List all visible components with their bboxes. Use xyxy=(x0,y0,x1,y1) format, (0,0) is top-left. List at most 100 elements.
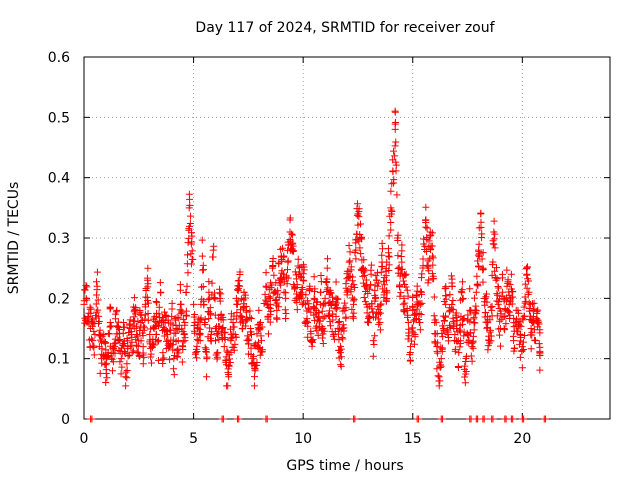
data-point-cluster xyxy=(337,342,345,350)
data-point-cluster xyxy=(181,334,189,342)
data-point xyxy=(111,343,119,351)
data-point-cluster xyxy=(116,336,124,344)
data-point xyxy=(407,343,415,351)
data-point-cluster xyxy=(339,321,347,329)
y-tick-label: 0.5 xyxy=(48,110,70,126)
data-point-cluster xyxy=(385,232,393,240)
data-point-cluster xyxy=(294,262,302,270)
data-point-cluster xyxy=(442,284,450,292)
data-point-cluster xyxy=(449,297,457,305)
data-point xyxy=(350,300,358,308)
data-point xyxy=(273,306,281,314)
data-point-cluster xyxy=(310,273,318,281)
data-point-cluster xyxy=(333,299,341,307)
data-point xyxy=(435,373,443,381)
data-point-cluster xyxy=(102,369,110,377)
data-point-cluster xyxy=(284,241,292,249)
data-point-cluster xyxy=(123,337,131,345)
data-point-cluster xyxy=(307,308,315,316)
data-point-cluster xyxy=(536,343,544,351)
data-point-cluster xyxy=(418,299,426,307)
data-point-cluster xyxy=(261,290,269,298)
data-point-cluster xyxy=(319,314,327,322)
data-point-cluster xyxy=(516,337,524,345)
data-point-cluster xyxy=(405,325,413,333)
data-point-zero xyxy=(351,415,359,423)
data-point-cluster xyxy=(302,291,310,299)
data-point xyxy=(356,234,364,242)
data-point-cluster xyxy=(124,352,132,360)
data-point-cluster xyxy=(205,278,213,286)
data-point-cluster xyxy=(490,217,498,225)
data-point-cluster xyxy=(469,344,477,352)
data-point-cluster xyxy=(129,347,137,355)
data-point-cluster xyxy=(456,339,464,347)
data-point-cluster xyxy=(481,309,489,317)
data-point-cluster xyxy=(242,322,250,330)
data-point-cluster xyxy=(334,330,342,338)
data-point-cluster xyxy=(452,314,460,322)
data-point xyxy=(507,270,515,278)
data-point xyxy=(288,246,296,254)
data-point-zero xyxy=(509,415,517,423)
data-point-cluster xyxy=(425,276,433,284)
data-point-cluster xyxy=(92,300,100,308)
data-point-cluster xyxy=(177,310,185,318)
data-point xyxy=(437,355,445,363)
data-point-cluster xyxy=(348,294,356,302)
data-point-zero xyxy=(263,415,271,423)
data-point-cluster xyxy=(116,358,124,366)
data-point-cluster xyxy=(466,285,474,293)
data-point-cluster xyxy=(353,200,361,208)
data-point-cluster xyxy=(324,255,332,263)
data-point-cluster xyxy=(219,323,227,331)
data-point-cluster xyxy=(160,308,168,316)
data-point-cluster xyxy=(175,349,183,357)
data-point-cluster xyxy=(425,267,433,275)
data-point-cluster xyxy=(175,314,183,322)
data-point-cluster xyxy=(409,329,417,337)
data-point-cluster xyxy=(190,321,198,329)
data-point-cluster xyxy=(83,283,91,291)
data-point-cluster xyxy=(223,347,231,355)
data-point-cluster xyxy=(385,253,393,261)
data-point-cluster xyxy=(491,244,499,252)
data-point-cluster xyxy=(423,224,431,232)
data-point-cluster xyxy=(477,223,485,231)
data-point-cluster xyxy=(483,324,491,332)
data-point-cluster xyxy=(421,242,429,250)
data-point-cluster xyxy=(494,284,502,292)
data-point-cluster xyxy=(279,244,287,252)
data-point xyxy=(422,216,430,224)
x-axis-title: GPS time / hours xyxy=(286,458,403,474)
data-point-cluster xyxy=(262,269,270,277)
data-point-cluster xyxy=(418,270,426,278)
data-point-cluster xyxy=(458,289,466,297)
data-point-cluster xyxy=(118,363,126,371)
data-point xyxy=(310,294,318,302)
data-point-cluster xyxy=(388,208,396,216)
data-point-cluster xyxy=(504,276,512,284)
data-point-zero xyxy=(480,415,488,423)
data-point-cluster xyxy=(344,287,352,295)
data-point-cluster xyxy=(187,212,195,220)
data-point-cluster xyxy=(469,338,477,346)
data-point-cluster xyxy=(122,368,130,376)
data-point-cluster xyxy=(533,309,541,317)
y-tick-label: 0.3 xyxy=(48,231,70,247)
data-point-cluster xyxy=(416,319,424,327)
data-point-cluster xyxy=(282,310,290,318)
data-point-cluster xyxy=(109,358,117,366)
data-point-cluster xyxy=(436,377,444,385)
data-point-cluster xyxy=(398,247,406,255)
data-point xyxy=(190,300,198,308)
data-point-cluster xyxy=(427,231,435,239)
data-point-cluster xyxy=(403,304,411,312)
data-point-cluster xyxy=(431,316,439,324)
data-point-cluster xyxy=(155,310,163,318)
data-point-cluster xyxy=(248,330,256,338)
data-point-zero xyxy=(520,415,528,423)
data-point-cluster xyxy=(434,349,442,357)
data-point-cluster xyxy=(412,291,420,299)
data-point-cluster xyxy=(96,369,104,377)
